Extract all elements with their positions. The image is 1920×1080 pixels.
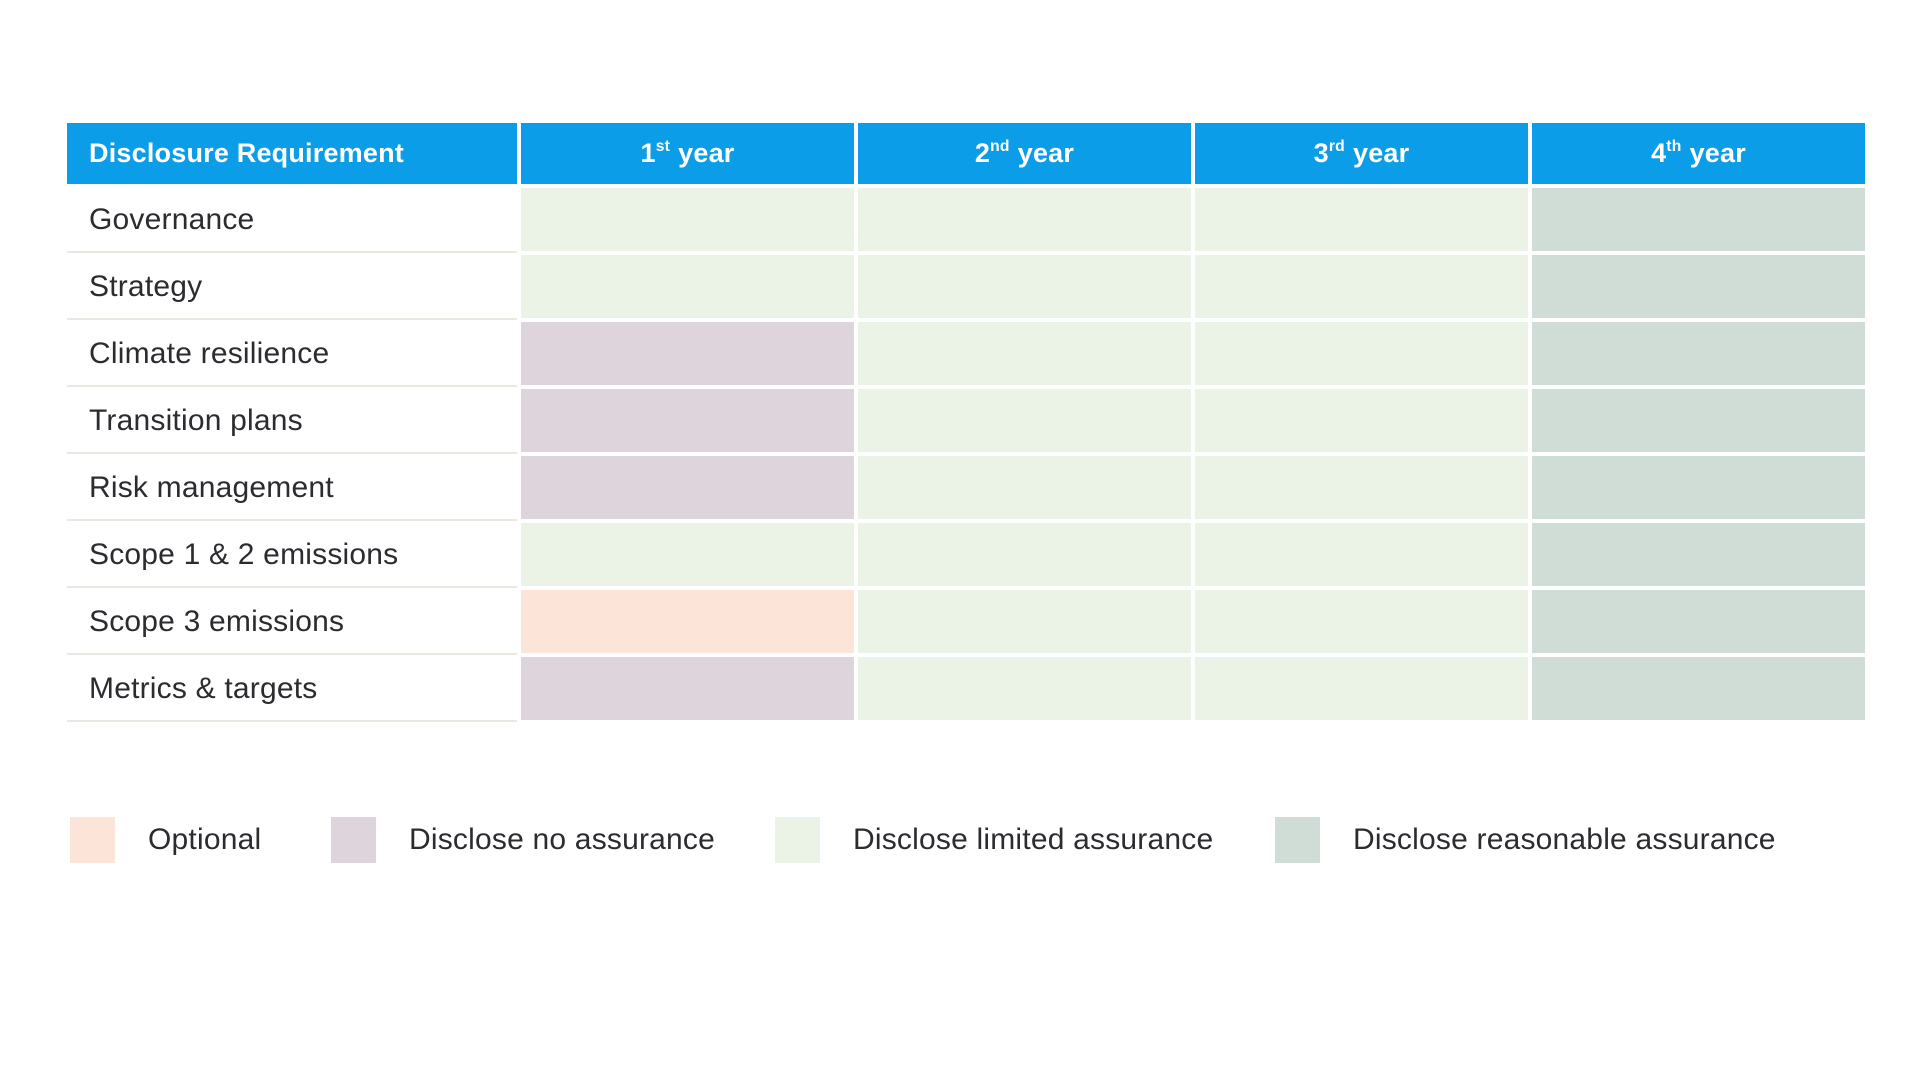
status-cell-reasonable bbox=[1532, 456, 1865, 519]
legend-label: Disclose reasonable assurance bbox=[1353, 823, 1776, 856]
ordinal-suffix: rd bbox=[1328, 137, 1345, 155]
status-cell-optional bbox=[521, 590, 854, 653]
table-row: Risk management bbox=[67, 456, 1865, 523]
legend-swatch-limited-assurance bbox=[775, 817, 820, 863]
status-cell-limited bbox=[1195, 590, 1528, 653]
table-row: Metrics & targets bbox=[67, 657, 1865, 724]
status-cell-reasonable bbox=[1532, 188, 1865, 251]
status-cell-limited bbox=[521, 188, 854, 251]
status-cell-limited bbox=[1195, 322, 1528, 385]
status-cell-limited bbox=[858, 188, 1191, 251]
status-cell-limited bbox=[521, 523, 854, 586]
status-cell-reasonable bbox=[1532, 322, 1865, 385]
table-row: Transition plans bbox=[67, 389, 1865, 456]
table-body: Governance Strategy Climate resilience Tran… bbox=[67, 188, 1865, 724]
year-number: 3 bbox=[1313, 138, 1329, 168]
legend-label: Disclose limited assurance bbox=[853, 823, 1214, 856]
table-row: Strategy bbox=[67, 255, 1865, 322]
status-cell-reasonable bbox=[1532, 657, 1865, 720]
row-label: Strategy bbox=[67, 255, 517, 320]
row-label: Transition plans bbox=[67, 389, 517, 454]
legend-swatch-reasonable-assurance bbox=[1275, 817, 1320, 863]
row-label: Scope 1 & 2 emissions bbox=[67, 523, 517, 588]
legend-item-limited-assurance: Disclose limited assurance bbox=[775, 817, 1213, 863]
legend-swatch-optional bbox=[70, 817, 115, 863]
status-cell-limited bbox=[1195, 657, 1528, 720]
year-number: 4 bbox=[1651, 138, 1667, 168]
legend-swatch-no-assurance bbox=[331, 817, 376, 863]
year-word: year bbox=[1017, 138, 1075, 168]
year-word: year bbox=[1353, 138, 1410, 168]
status-cell-limited bbox=[858, 657, 1191, 720]
ordinal-suffix: th bbox=[1666, 137, 1682, 155]
status-cell-limited bbox=[1195, 255, 1528, 318]
legend-label: Disclose no assurance bbox=[409, 823, 716, 856]
year-number: 1 bbox=[640, 138, 656, 168]
status-cell-limited bbox=[858, 389, 1191, 452]
status-cell-limited bbox=[858, 322, 1191, 385]
status-cell-limited bbox=[858, 255, 1191, 318]
header-label: Disclosure Requirement bbox=[89, 138, 404, 168]
status-cell-reasonable bbox=[1532, 255, 1865, 318]
year-number: 2 bbox=[974, 138, 991, 168]
legend-item-optional: Optional bbox=[70, 817, 261, 863]
header-cell-disclosure-requirement: Disclosure Requirement bbox=[67, 123, 517, 184]
status-cell-reasonable bbox=[1532, 389, 1865, 452]
legend-label: Optional bbox=[148, 823, 262, 856]
table-row: Scope 1 & 2 emissions bbox=[67, 523, 1865, 590]
row-label: Governance bbox=[67, 188, 517, 253]
year-word: year bbox=[1689, 138, 1746, 168]
row-label: Risk management bbox=[67, 456, 517, 521]
row-label: Metrics & targets bbox=[67, 657, 517, 722]
row-label: Climate resilience bbox=[67, 322, 517, 387]
status-cell-none bbox=[521, 322, 854, 385]
status-cell-limited bbox=[858, 456, 1191, 519]
status-cell-limited bbox=[1195, 523, 1528, 586]
status-cell-none bbox=[521, 456, 854, 519]
status-cell-limited bbox=[1195, 188, 1528, 251]
status-cell-limited bbox=[858, 523, 1191, 586]
status-cell-none bbox=[521, 389, 854, 452]
ordinal-suffix: st bbox=[655, 137, 671, 155]
status-cell-limited bbox=[521, 255, 854, 318]
status-cell-limited bbox=[858, 590, 1191, 653]
ordinal-suffix: nd bbox=[990, 137, 1010, 155]
status-cell-reasonable bbox=[1532, 523, 1865, 586]
table-row: Scope 3 emissions bbox=[67, 590, 1865, 657]
status-cell-limited bbox=[1195, 456, 1528, 519]
status-cell-none bbox=[521, 657, 854, 720]
legend-item-no-assurance: Disclose no assurance bbox=[331, 817, 715, 863]
row-label: Scope 3 emissions bbox=[67, 590, 517, 655]
status-cell-limited bbox=[1195, 389, 1528, 452]
table-row: Climate resilience bbox=[67, 322, 1865, 389]
status-cell-reasonable bbox=[1532, 590, 1865, 653]
table-row: Governance bbox=[67, 188, 1865, 255]
year-word: year bbox=[678, 138, 735, 168]
legend-item-reasonable-assurance: Disclose reasonable assurance bbox=[1275, 817, 1776, 863]
